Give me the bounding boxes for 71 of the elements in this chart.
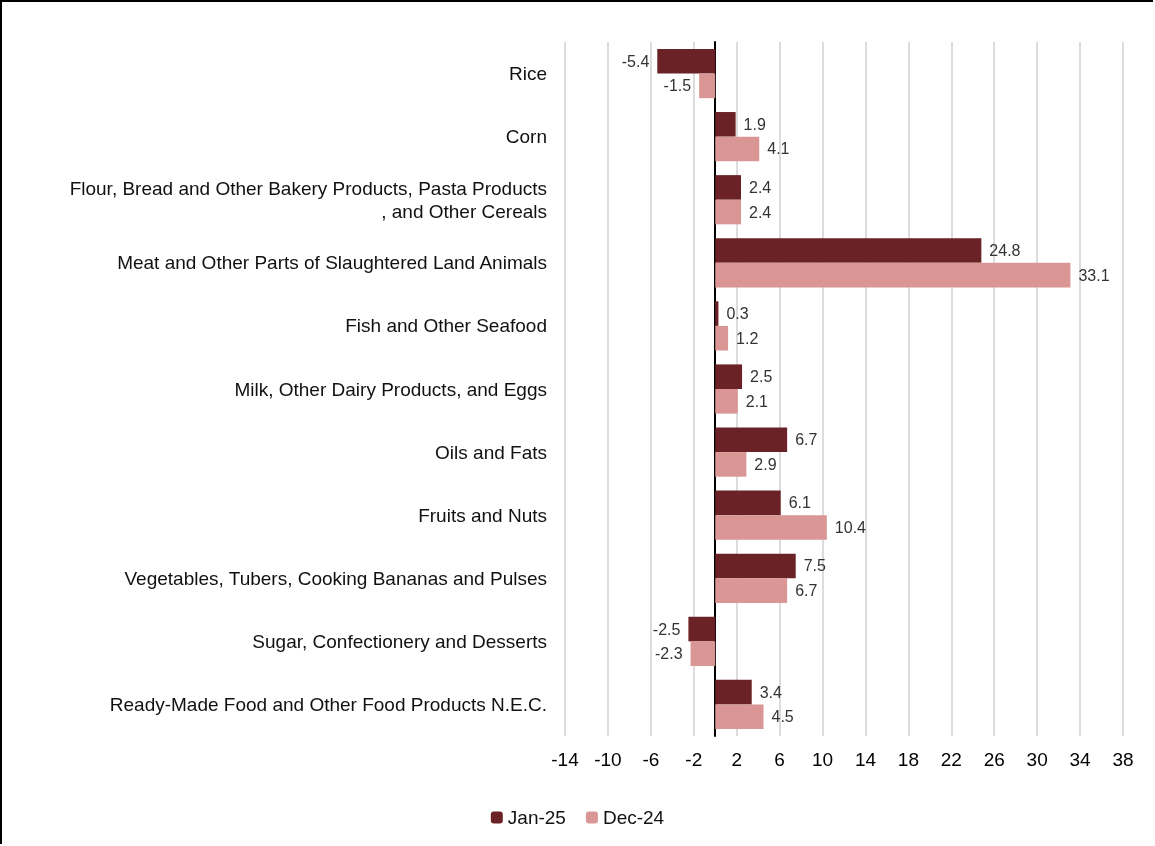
- bar: [699, 73, 716, 99]
- data-label: 3.4: [759, 683, 783, 701]
- data-label: 2.4: [748, 203, 772, 221]
- bar: [715, 199, 741, 225]
- bar: [657, 48, 716, 74]
- data-label: -5.4: [621, 52, 650, 70]
- bar: [715, 238, 982, 263]
- y-tick-label: Corn: [505, 126, 547, 148]
- x-tick-label: 26: [983, 749, 1005, 770]
- bar: [715, 175, 741, 200]
- y-tick-label: Flour, Bread and Other Bakery Products, Pasta Products, and Other Cereals: [69, 177, 547, 222]
- x-tick-label: 22: [940, 749, 962, 770]
- data-label: 33.1: [1078, 266, 1110, 284]
- data-label: -2.3: [654, 645, 683, 663]
- x-tick-label: 14: [854, 749, 877, 770]
- bar: [715, 704, 764, 730]
- data-label: 0.3: [726, 305, 749, 323]
- data-label: 1.2: [736, 329, 759, 347]
- data-label: 2.1: [745, 392, 769, 410]
- legend-label: Dec-24: [602, 807, 665, 828]
- bar: [715, 136, 760, 162]
- legend-label: Jan-25: [507, 807, 566, 828]
- y-tick-label: Oils and Fats: [435, 441, 547, 463]
- bar: [715, 262, 1071, 288]
- y-tick-label: Milk, Other Dairy Products, and Eggs: [234, 378, 547, 400]
- data-label: 10.4: [834, 518, 867, 536]
- x-tick-label: 10: [811, 749, 834, 770]
- data-label: 24.8: [989, 242, 1021, 260]
- bar: [715, 112, 736, 137]
- data-label: 6.7: [795, 582, 818, 600]
- data-label: 1.9: [743, 115, 766, 133]
- y-tick-label: Sugar, Confectionery and Desserts: [252, 630, 547, 652]
- y-tick-label: Ready-Made Food and Other Food Products N.E.C.: [109, 693, 547, 715]
- data-label: 4.5: [771, 708, 794, 726]
- data-label: -1.5: [663, 77, 692, 95]
- x-tick-label: 34: [1069, 749, 1092, 770]
- data-label: 2.9: [754, 455, 777, 473]
- bar: [715, 578, 788, 603]
- y-tick-label: Fruits and Nuts: [418, 504, 547, 526]
- x-tick-label: -2: [685, 749, 703, 770]
- bar: [715, 427, 788, 453]
- bar: [715, 679, 752, 705]
- data-label: -2.5: [652, 620, 681, 638]
- bar: [715, 301, 719, 326]
- y-tick-label: Rice: [508, 63, 547, 85]
- bar: [715, 515, 827, 540]
- data-label: 2.4: [748, 178, 772, 196]
- bar: [715, 325, 729, 351]
- x-tick-label: -14: [551, 749, 580, 770]
- bar: [688, 616, 716, 642]
- x-tick-label: 38: [1112, 749, 1134, 770]
- bar: [715, 389, 738, 414]
- bar: [715, 364, 743, 389]
- bar: [715, 452, 747, 477]
- x-tick-label: 2: [731, 749, 742, 770]
- x-tick-label: 18: [897, 749, 919, 770]
- y-tick-label: Fish and Other Seafood: [345, 315, 547, 337]
- bar: [715, 553, 796, 579]
- y-tick-label: Meat and Other Parts of Slaughtered Land Animals: [117, 252, 547, 274]
- x-tick-label: -6: [642, 749, 660, 770]
- data-label: 2.5: [750, 368, 773, 386]
- data-label: 6.1: [788, 494, 812, 512]
- bar: [715, 490, 781, 516]
- data-label: 6.7: [795, 431, 818, 449]
- data-label: 4.1: [767, 140, 790, 158]
- x-tick-label: -10: [594, 749, 622, 770]
- y-tick-label: Vegetables, Tubers, Cooking Bananas and Pulses: [124, 567, 547, 589]
- x-tick-label: 6: [774, 749, 785, 770]
- x-tick-label: 30: [1026, 749, 1048, 770]
- bar: [690, 641, 716, 666]
- data-label: 7.5: [803, 557, 827, 575]
